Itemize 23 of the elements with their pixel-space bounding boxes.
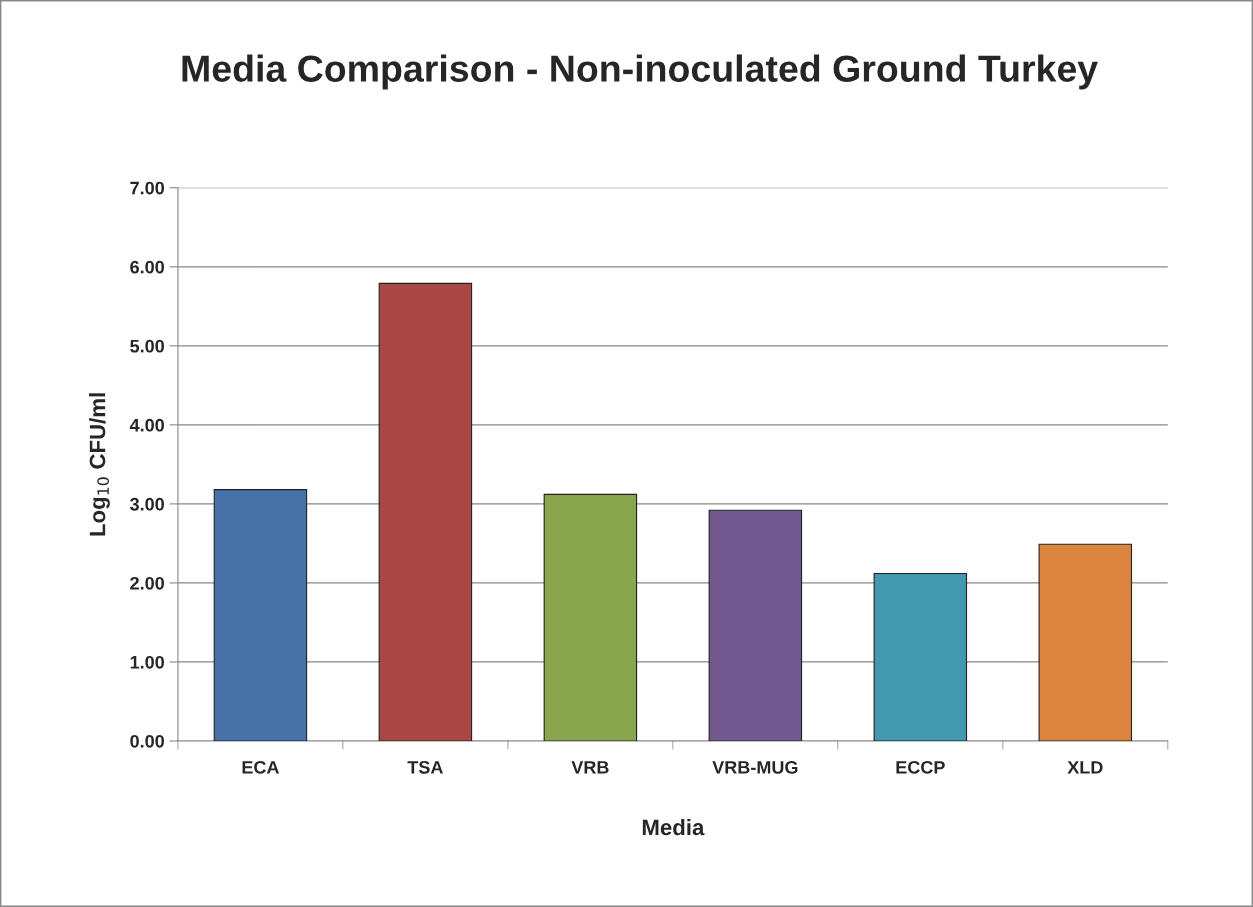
x-tick-label: TSA: [407, 760, 443, 774]
y-tick-label: 1.00: [130, 655, 164, 669]
x-tick-label: ECA: [242, 760, 279, 774]
y-tick-label: 4.00: [129, 418, 164, 432]
bar: [213, 489, 308, 742]
y-axis-title: Log$_{10}$ CFU/ml: [89, 393, 110, 536]
bar: [378, 282, 473, 742]
y-tick-label: 7.00: [130, 181, 164, 195]
y-tick-label: 5.00: [130, 339, 164, 353]
x-tick-label: XLD: [1067, 761, 1103, 774]
x-axis-title: Media: [642, 818, 705, 836]
x-tick-label: VRB-MUG: [712, 760, 798, 774]
y-tick-label: 0.00: [130, 734, 164, 748]
bar: [873, 572, 968, 742]
y-tick-label: 6.00: [130, 260, 164, 274]
y-tick-label: 3.00: [130, 497, 164, 511]
x-tick-label: VRB: [571, 761, 609, 774]
chart-title: Media Comparison - Non-inoculated Ground Turkey: [182, 54, 1098, 90]
x-tick-label: ECCP: [896, 760, 945, 774]
bar: [708, 509, 803, 742]
bar: [1038, 543, 1133, 742]
bar: [543, 493, 638, 742]
y-tick-label: 2.00: [130, 576, 164, 590]
